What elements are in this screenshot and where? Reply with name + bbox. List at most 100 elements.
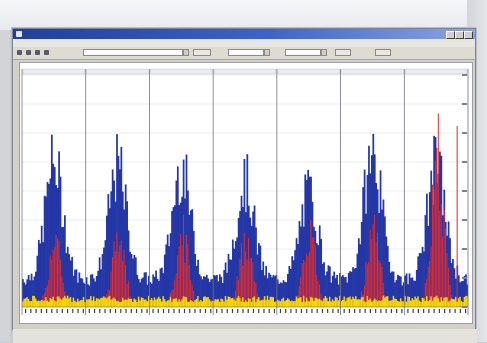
yellow-bar [379,300,382,307]
yellow-bar [100,297,102,307]
yellow-bar [255,302,257,307]
blue-bar [411,277,414,307]
chevron-down-icon[interactable] [183,49,189,56]
yellow-bar [126,299,129,307]
blue-bar [466,284,469,307]
blue-bar [161,267,163,307]
yellow-bar [171,301,173,307]
yellow-bar [441,301,444,307]
blue-bar [124,184,127,307]
red-bar [433,189,435,307]
yellow-bar [77,298,79,307]
yellow-bar [207,297,210,307]
yellow-bar [116,301,118,307]
yellow-bar [388,300,391,307]
red-bar [55,235,57,307]
go-button[interactable] [335,49,351,56]
yellow-bar [357,299,360,307]
x-tick-mark [263,309,265,313]
x-tick-mark [30,309,32,313]
x-tick-mark [412,309,414,313]
maximize-button[interactable] [455,31,464,39]
minimize-button[interactable] [446,31,455,39]
x-tick-mark [82,309,84,313]
red-bar [363,285,365,307]
end-date-field[interactable] [285,49,321,56]
yellow-bar [376,301,379,307]
yellow-bar [460,301,463,307]
apply-button[interactable] [193,49,211,56]
refresh-icon[interactable] [44,50,49,55]
x-tick-mark [459,309,461,313]
yellow-bar [307,300,310,307]
yellow-bar [27,298,30,307]
blue-bar [32,280,34,307]
print-icon[interactable] [35,50,40,55]
red-bar [437,113,439,308]
red-bar [239,258,241,307]
x-tick-mark [56,309,58,313]
yellow-bar [62,297,65,307]
chevron-down-icon[interactable] [264,49,270,56]
blue-bar [258,243,260,307]
red-bar [366,264,368,307]
save-icon[interactable] [26,50,31,55]
red-bar [177,255,179,307]
yellow-bar [211,300,214,307]
red-bar [251,257,253,307]
yellow-bar [289,301,292,307]
yellow-bar [355,296,357,307]
yellow-bar [294,300,296,307]
blue-bar [279,282,282,307]
y-tick-mark [462,277,467,279]
yellow-bar [150,298,153,307]
blue-bar [391,271,394,307]
yellow-bar [337,300,340,307]
red-bar [193,290,195,307]
yellow-bar [440,297,443,307]
source-select[interactable] [83,49,183,56]
x-tick-mark [258,309,260,313]
x-tick-mark [61,309,63,313]
x-tick-mark [268,309,270,313]
yellow-bar [87,299,89,307]
x-tick-mark [311,309,313,313]
start-date-field[interactable] [228,49,264,56]
yellow-bar [79,300,82,307]
red-bar [184,262,186,307]
blue-bar [252,211,254,307]
yellow-bar [200,299,202,307]
red-bar [48,280,50,307]
blue-bar [62,226,65,307]
yellow-bar [366,295,369,307]
blue-bar [65,253,68,307]
blue-bar [204,276,207,307]
yellow-bar [450,298,453,307]
options-button[interactable] [375,49,391,56]
yellow-bar [368,300,370,307]
blue-bar [359,244,362,307]
blue-bar [260,270,263,307]
blue-bar [304,174,307,307]
yellow-bar [237,295,240,307]
blue-bar [333,271,336,307]
red-bar [429,261,431,307]
yellow-bar [318,298,321,307]
yellow-bar [121,297,124,307]
blue-bar [269,274,272,307]
yellow-bar [33,295,36,307]
chevron-down-icon[interactable] [321,49,327,56]
blue-bar [82,282,85,307]
yellow-bar [417,296,420,307]
blue-bar [424,215,427,307]
blue-bar [353,268,356,307]
yellow-bar [197,296,199,307]
yellow-bar [166,300,169,307]
back-icon[interactable] [17,50,22,55]
blue-bar [317,245,320,307]
blue-bar [347,272,350,307]
close-button[interactable] [464,31,473,39]
yellow-bar [43,300,46,307]
yellow-bar [203,296,205,307]
yellow-bar [175,298,178,307]
